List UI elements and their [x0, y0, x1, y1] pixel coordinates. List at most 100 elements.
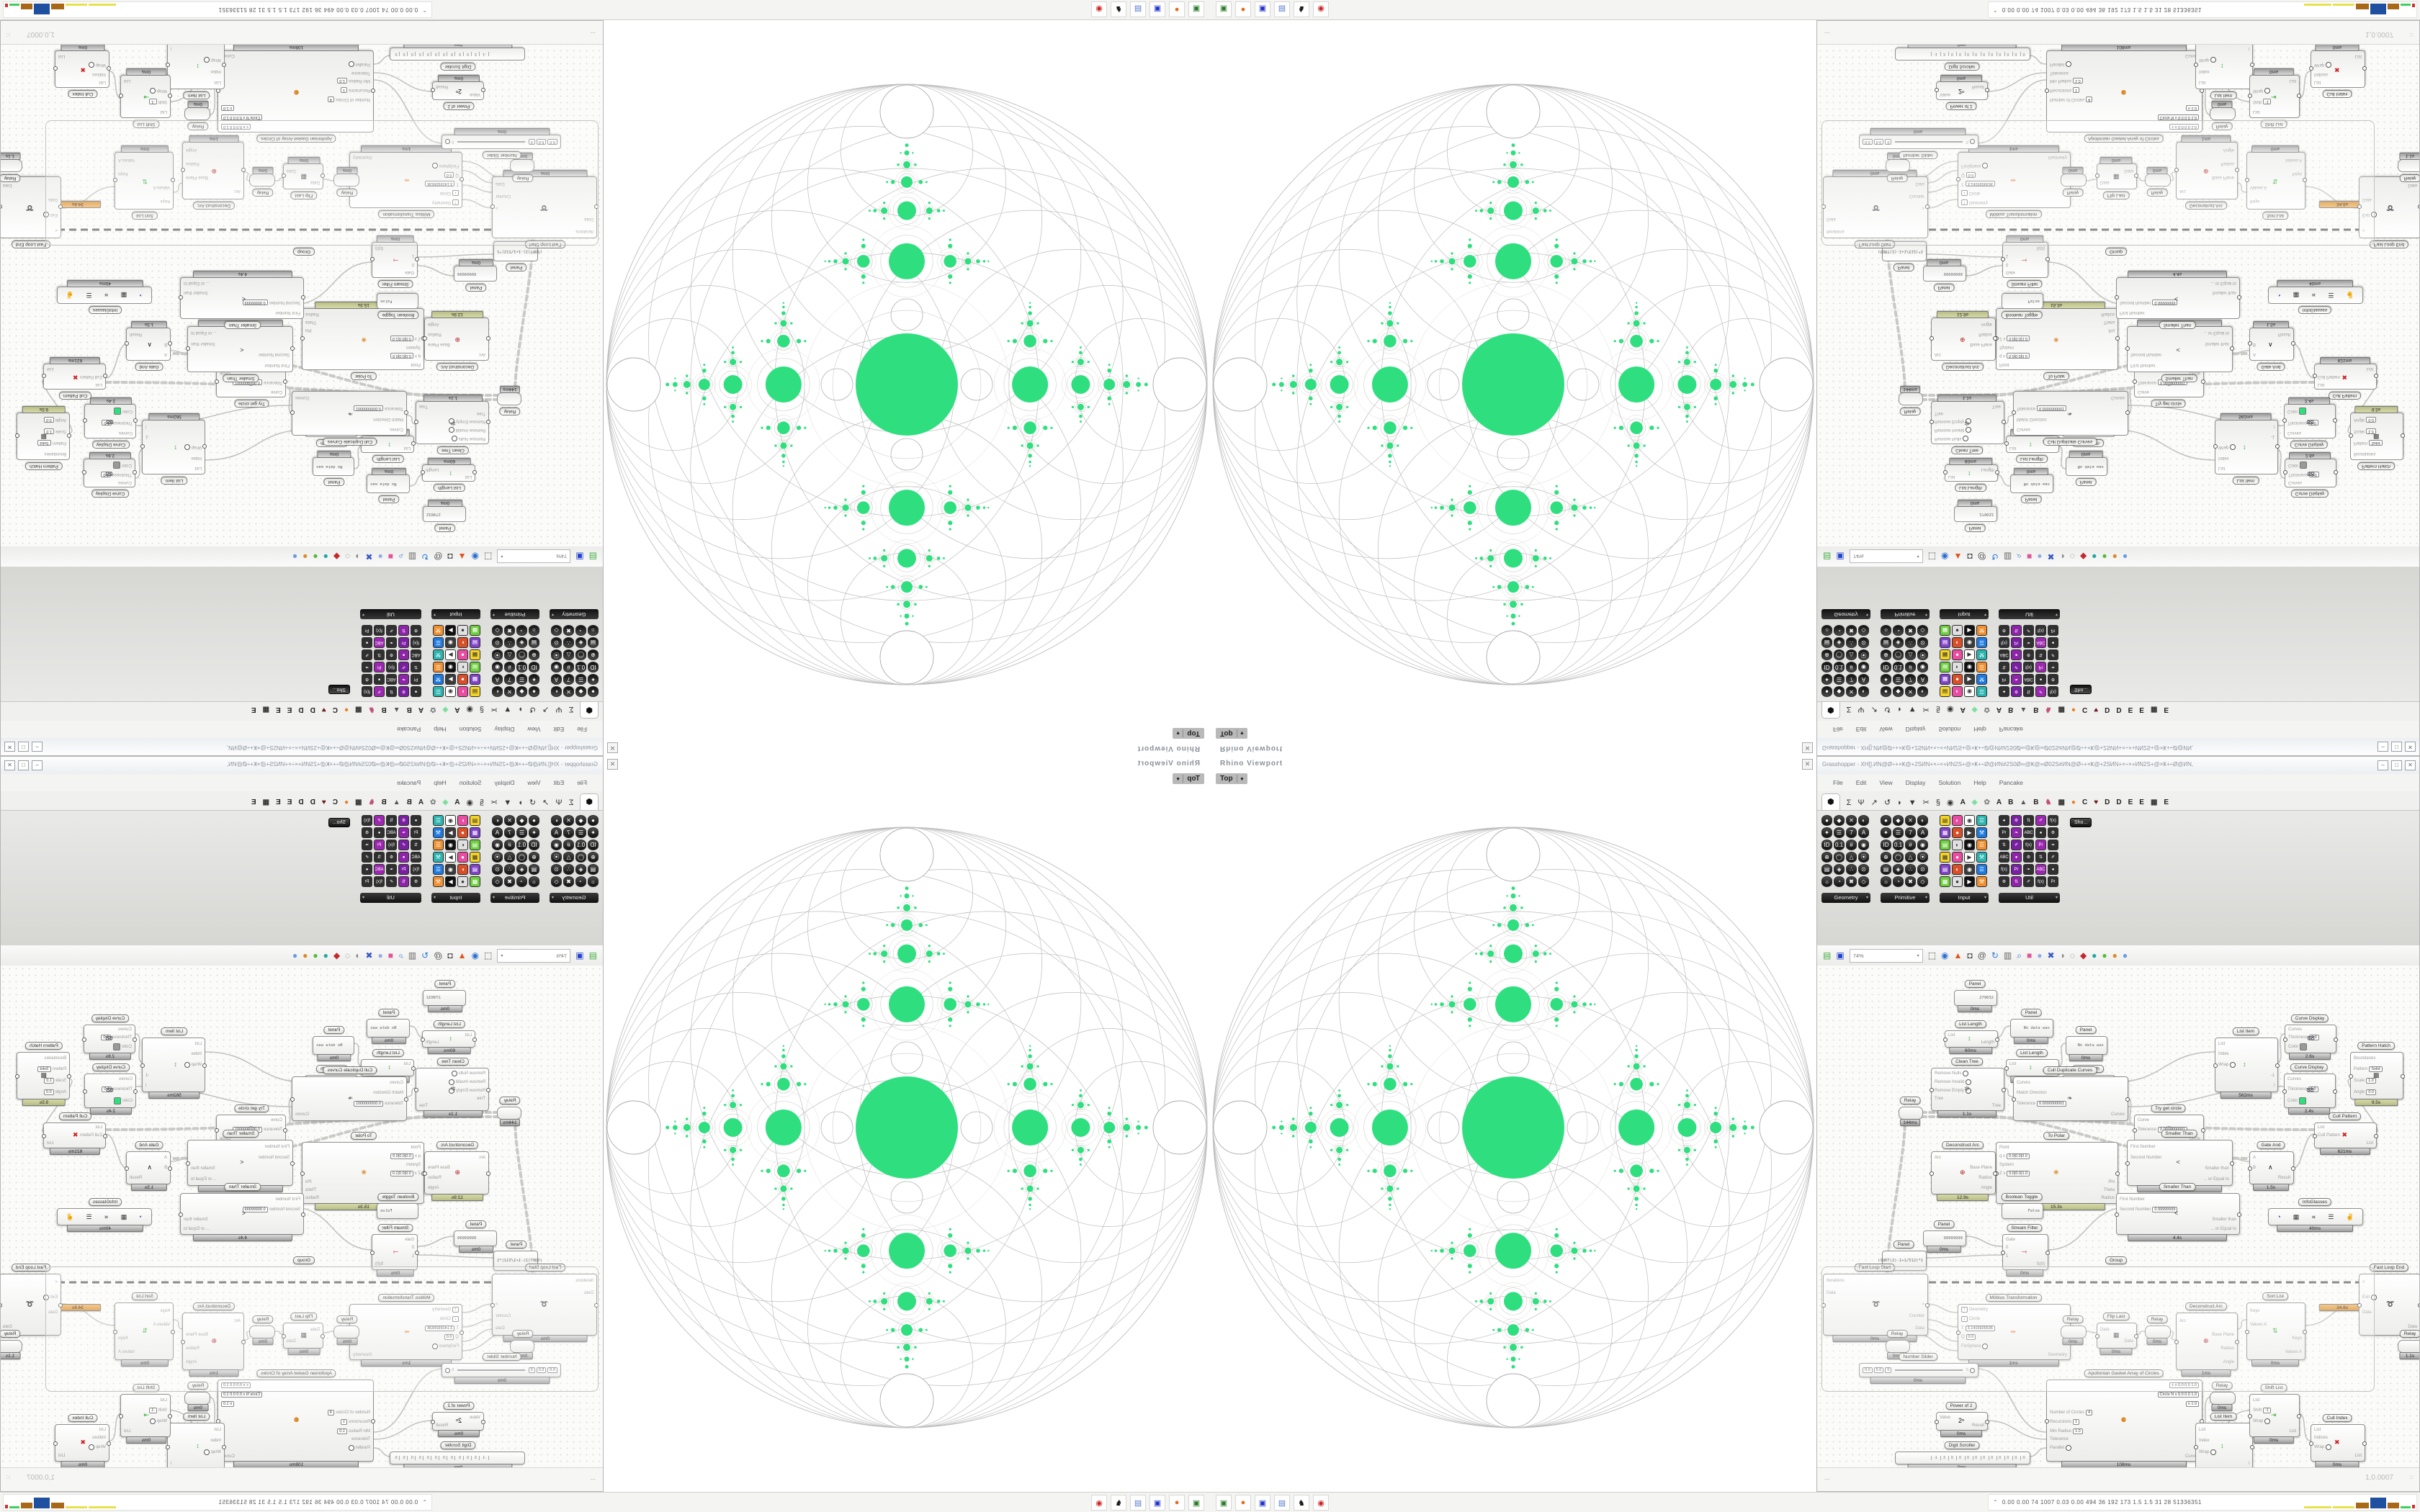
toggle-circle[interactable]: [88, 1444, 94, 1450]
curve-display-2[interactable]: Curves Thickness 1.0 Color ➿: [2282, 1074, 2337, 1108]
plugin-tab-15[interactable]: E: [2139, 798, 2144, 806]
ring-icon[interactable]: ◌: [2069, 950, 2075, 960]
value-chip[interactable]: 1.0: [2073, 78, 2083, 84]
close-button[interactable]: ✕: [4, 760, 15, 770]
panel-label-primitive[interactable]: Primitive ▾: [1881, 893, 1930, 903]
deconstruct-arc-1-port-out[interactable]: [423, 1171, 427, 1176]
door-icon[interactable]: ◘: [1967, 552, 1973, 562]
category-tab-3[interactable]: ↗: [1870, 798, 1878, 807]
plugin-tab-3[interactable]: A: [1996, 798, 2002, 806]
menu-item-pancake[interactable]: Pancake: [397, 779, 421, 786]
plugin-tab-10[interactable]: C: [2081, 706, 2088, 714]
cull-index[interactable]: List Indices Wrap List ✖: [53, 1424, 111, 1462]
component-icon[interactable]: ⇅: [386, 686, 397, 697]
gha-recycle-icon[interactable]: ↻: [421, 950, 429, 960]
shift-list-port-in[interactable]: [168, 1414, 172, 1418]
component-icon[interactable]: ▶: [1964, 876, 1975, 887]
pattern-hatch-port-out[interactable]: [2401, 433, 2405, 438]
curve-display-2-port-in[interactable]: [133, 418, 138, 423]
component-icon[interactable]: 0.1: [516, 662, 527, 672]
sphere-green-icon[interactable]: ●: [313, 552, 318, 562]
component-icon[interactable]: ∴: [563, 864, 574, 875]
category-tab-9[interactable]: ◉: [466, 798, 474, 807]
category-tab-6[interactable]: ▼: [1908, 798, 1917, 807]
component-icon[interactable]: ☼: [588, 625, 599, 636]
red-badge-icon[interactable]: ◉: [1091, 1495, 1107, 1511]
component-icon[interactable]: ✐: [362, 852, 372, 863]
component-icon[interactable]: ⚒: [433, 852, 444, 863]
canvas-zoom-select[interactable]: 74% ▾: [1849, 948, 1923, 963]
component-icon[interactable]: ▤: [1940, 662, 1950, 672]
deconstruct-arc-1-port-out[interactable]: [423, 336, 427, 341]
moebius-transformation-port-in[interactable]: [1956, 1331, 1960, 1335]
component-icon[interactable]: ✦: [1881, 674, 1891, 685]
category-tab-6[interactable]: ▼: [1908, 705, 1917, 714]
cull-duplicate-curves-port-in[interactable]: [2012, 410, 2016, 415]
component-icon[interactable]: A: [1858, 674, 1869, 685]
digit-cell[interactable]: 0: [1980, 1456, 1987, 1460]
panel-nodata-2[interactable]: No data was: [313, 1036, 354, 1055]
component-icon[interactable]: ☰: [1976, 815, 1987, 826]
digit-cell[interactable]: 0: [441, 1456, 448, 1460]
component-icon[interactable]: 0.1: [575, 662, 586, 672]
component-icon[interactable]: 0.1: [1834, 840, 1845, 850]
plugin-tab-14[interactable]: E: [2128, 798, 2133, 806]
digit-cell[interactable]: -1: [480, 52, 489, 56]
component-icon[interactable]: ▦: [1940, 852, 1950, 863]
component-icon[interactable]: ⊕: [588, 649, 599, 660]
component-icon[interactable]: ✐: [2035, 686, 2046, 697]
category-tab-5[interactable]: ◗: [518, 798, 523, 807]
value-chip[interactable]: 1.0: [2366, 1078, 2376, 1084]
cull-index[interactable]: List Indices Wrap List ✖: [2309, 1424, 2367, 1462]
preview-eye-icon[interactable]: ◉: [471, 552, 479, 562]
list-item-1-port-out[interactable]: [2275, 1063, 2280, 1068]
component-icon[interactable]: ▶: [445, 852, 456, 863]
component-icon[interactable]: ✐: [374, 815, 385, 826]
component-icon[interactable]: ▶: [1964, 827, 1975, 838]
component-icon[interactable]: ●: [1952, 625, 1963, 636]
component-icon[interactable]: ●: [411, 815, 421, 826]
cull-pattern-port-in[interactable]: [2313, 374, 2317, 378]
value-chip[interactable]: 0.0: [43, 1089, 54, 1095]
digit-cell[interactable]: 0: [457, 1456, 464, 1460]
component-icon[interactable]: ⚙: [362, 674, 372, 685]
component-icon[interactable]: ⊙: [1858, 864, 1869, 875]
color-swatch[interactable]: [2300, 462, 2308, 469]
component-icon[interactable]: ☰: [1893, 827, 1904, 838]
component-icon[interactable]: ●: [1952, 827, 1963, 838]
component-icon[interactable]: ●: [1952, 674, 1963, 685]
component-icon[interactable]: ●: [2011, 649, 2022, 660]
smaller-than-1[interactable]: First Number Second Number Smaller than...…: [2125, 1140, 2234, 1186]
sphere-orange-icon[interactable]: ●: [2112, 552, 2118, 562]
canvas-zoom-select[interactable]: 74% ▾: [497, 549, 571, 564]
component-icon[interactable]: ✦: [529, 674, 539, 685]
curve-display-1-port-out[interactable]: [2334, 1038, 2338, 1042]
apollonian-gasket[interactable]: c x 0.0 0.0 1.0 Circle N x 0.0 0.0 1.0 n 1…: [216, 1380, 375, 1462]
smaller-than-2-port-out[interactable]: [2237, 1212, 2241, 1217]
digit-cell[interactable]: 0: [2004, 1456, 2011, 1460]
red-badge-icon[interactable]: ◉: [1313, 1, 1329, 17]
value-chip[interactable]: 0.0|0.0|0.0: [390, 353, 413, 359]
list-item-2[interactable]: List Index Wrap i ↕: [2194, 1423, 2254, 1468]
clean-tree-port-out[interactable]: [414, 420, 418, 424]
document-icon[interactable]: ▥: [408, 950, 417, 960]
component-icon[interactable]: ⇅: [374, 649, 385, 660]
value-chip[interactable]: 1.0: [2073, 1428, 2083, 1434]
component-icon[interactable]: ●: [457, 674, 468, 685]
panel-label-primitive[interactable]: Primitive ▾: [490, 609, 539, 619]
component-icon[interactable]: ▤: [470, 815, 480, 826]
component-icon[interactable]: ☰: [1976, 662, 1987, 672]
toggle-circle[interactable]: [2210, 1449, 2217, 1455]
grasshopper-window[interactable]: Grasshopper - XH[].ИN@Ø÷+×Ҝ@+2SИN+×÷×+ИN…: [0, 756, 604, 1492]
component-icon[interactable]: f(x): [362, 815, 372, 826]
curve-display-1-port-in[interactable]: [2283, 1038, 2287, 1042]
list-item-2[interactable]: List Index Wrap i ↕: [166, 44, 226, 89]
grasshopper-canvas[interactable]: Panel 279032 0ms List Length List Length ↕ 60ms…: [1817, 44, 2419, 546]
menu-item-edit[interactable]: Edit: [553, 726, 565, 733]
component-icon[interactable]: ❧: [398, 827, 409, 838]
component-icon[interactable]: ⊙: [1917, 864, 1928, 875]
toggle-circle[interactable]: [2230, 1062, 2236, 1068]
component-icon[interactable]: ⊙: [492, 637, 503, 648]
deconstruct-arc-1-port-in[interactable]: [486, 1171, 490, 1176]
plugin-tab-8[interactable]: ▦: [2058, 798, 2065, 806]
